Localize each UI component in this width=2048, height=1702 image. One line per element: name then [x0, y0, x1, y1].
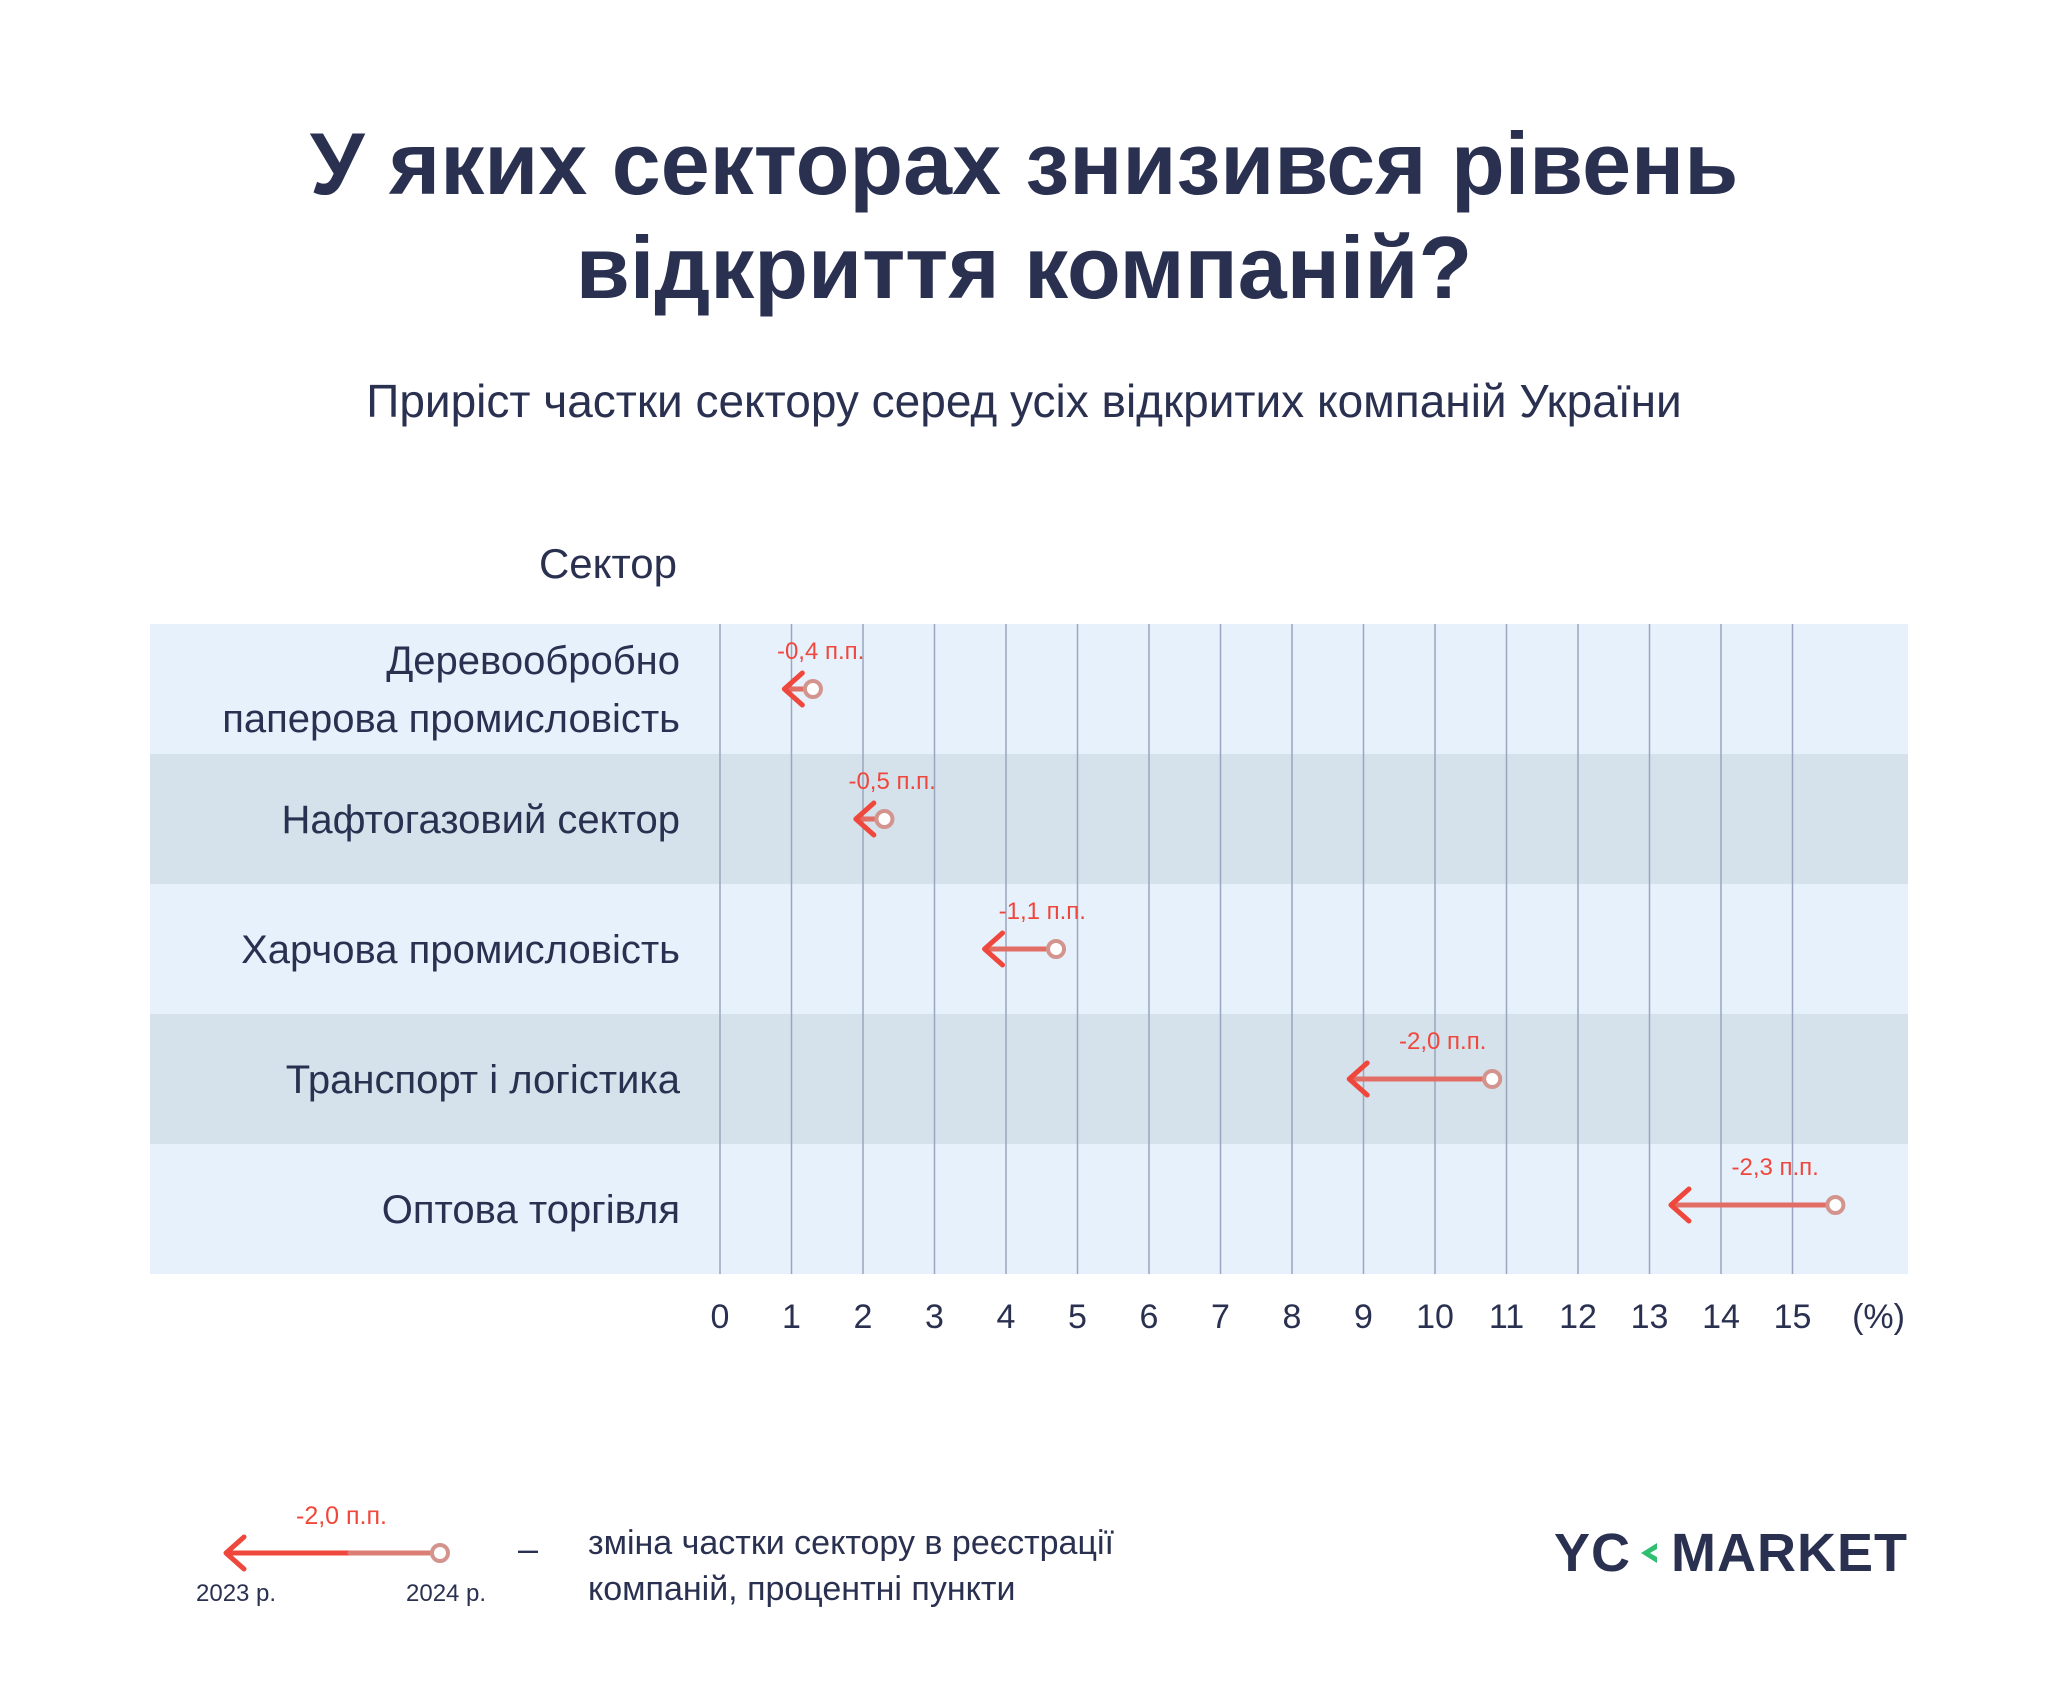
x-tick-label: 13	[1631, 1298, 1669, 1336]
arrow-start-dot	[802, 679, 823, 699]
title-line-1: У яких секторах знизився рівень	[309, 114, 1739, 213]
x-tick-label: 9	[1354, 1298, 1373, 1336]
x-tick-label: 6	[1140, 1298, 1159, 1336]
x-tick-label: 12	[1559, 1298, 1597, 1336]
sector-label: Нафтогазовий сектор	[281, 798, 680, 842]
x-tick-label: 10	[1416, 1298, 1454, 1336]
x-unit-label: (%)	[1852, 1298, 1905, 1336]
row-band	[150, 1014, 1908, 1144]
sector-label: паперова промисловість	[222, 697, 680, 741]
change-label: -2,3 п.п.	[1731, 1154, 1818, 1181]
arrow-start-dot	[874, 809, 895, 829]
logo-text-market: MARKET	[1671, 1523, 1908, 1583]
arrow-head	[982, 930, 1006, 968]
x-tick-label: 7	[1211, 1298, 1230, 1336]
change-label: -0,4 п.п.	[777, 638, 864, 665]
x-tick-label: 5	[1068, 1298, 1087, 1336]
legend-description-line-1: зміна частки сектору в реєстрації	[588, 1524, 1114, 1562]
legend-change-label: -2,0 п.п.	[296, 1502, 387, 1530]
x-tick-label: 1	[782, 1298, 801, 1336]
chart-title: У яких секторах знизився рівень відкритт…	[0, 112, 2048, 320]
row-band	[150, 624, 1908, 754]
logo-text-yc: YC	[1554, 1523, 1632, 1583]
sector-label: Транспорт і логістика	[286, 1058, 681, 1102]
title-line-2: відкриття компаній?	[575, 218, 1473, 317]
change-arrow: -2,3 п.п.	[1668, 1154, 1846, 1224]
legend-arrow	[223, 1534, 450, 1572]
arrow-head	[781, 670, 805, 708]
arrow-start-dot	[1825, 1195, 1846, 1215]
logo-chevron-icon	[1641, 1543, 1658, 1563]
legend-description-line-2: компаній, процентні пункти	[588, 1570, 1016, 1608]
row-band	[150, 1144, 1908, 1274]
x-tick-label: 0	[711, 1298, 730, 1336]
x-tick-label: 8	[1283, 1298, 1302, 1336]
arrow-head	[853, 800, 877, 838]
change-label: -0,5 п.п.	[848, 768, 935, 795]
arrow-head	[1346, 1060, 1370, 1098]
change-arrow: -1,1 п.п.	[982, 898, 1086, 968]
change-arrow: -0,5 п.п.	[848, 768, 936, 838]
row-band	[150, 754, 1908, 884]
legend-dash: –	[518, 1528, 539, 1569]
sector-label: Харчова промисловість	[241, 928, 680, 972]
sector-label: Деревообробно	[386, 639, 680, 683]
legend-start-dot	[430, 1543, 450, 1563]
arrow-start-dot	[1046, 939, 1067, 959]
x-tick-label: 4	[997, 1298, 1016, 1336]
x-tick-label: 11	[1489, 1298, 1524, 1336]
change-arrow: -0,4 п.п.	[777, 638, 864, 708]
x-tick-label: 15	[1774, 1298, 1812, 1336]
x-tick-label: 14	[1702, 1298, 1740, 1336]
sector-label: Оптова торгівля	[382, 1188, 680, 1232]
x-tick-label: 3	[925, 1298, 944, 1336]
change-label: -2,0 п.п.	[1399, 1028, 1486, 1055]
x-tick-label: 2	[854, 1298, 873, 1336]
category-axis-label: Сектор	[538, 540, 677, 587]
legend-year-end: 2024 р.	[406, 1580, 487, 1607]
legend-arrow-head	[223, 1534, 247, 1572]
legend-year-start: 2023 р.	[196, 1580, 277, 1607]
change-label: -1,1 п.п.	[999, 898, 1086, 925]
brand-logo: YC MARKET	[1554, 1522, 1908, 1584]
arrow-start-dot	[1482, 1069, 1503, 1089]
legend-description: зміна частки сектору в реєстрації компан…	[588, 1520, 1114, 1612]
arrow-head	[1668, 1186, 1692, 1224]
change-arrow: -2,0 п.п.	[1346, 1028, 1503, 1098]
chart-subtitle: Приріст частки сектору серед усіх відкри…	[366, 375, 1682, 427]
